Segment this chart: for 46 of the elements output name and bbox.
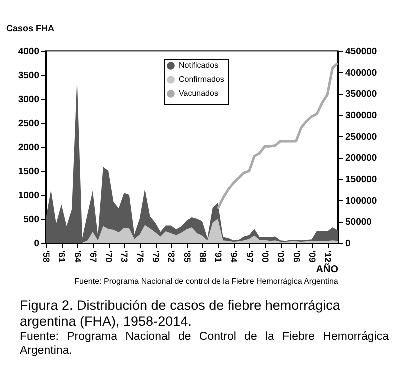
y2-tick-label: 100000 [346,196,378,207]
y-tick-label: 500 [24,214,40,226]
y-tick-label: 3500 [18,70,40,82]
x-tick-label: '70 [104,250,114,263]
y-axis-title: Casos FHA [6,24,56,34]
x-tick-label: '79 [151,250,161,263]
y-tick-label: 2000 [18,142,40,154]
legend-label: Confirmados [179,75,224,84]
y2-tick-label: 50000 [346,217,372,228]
legend-label: Vacunados [179,89,218,98]
y2-tick-label: 400000 [346,68,378,79]
y2-tick-label: 200000 [346,153,378,164]
y2-tick-label: 250000 [346,132,378,143]
source-note: Fuente: Programa Nacional de Control de la Fiebre Hemorrágica Argentina. [20,331,389,359]
x-tick-label: '61 [57,250,68,263]
x-tick-label: '76 [135,250,146,263]
x-tick-label: '58 [42,250,52,263]
y-tick-label: 0 [34,238,40,250]
y-tick-label: 1500 [18,166,40,178]
x-axis-title: AÑO [316,264,339,276]
y2-tick-label: 150000 [346,174,378,186]
x-tick-label: '88 [198,250,208,263]
x-tick-label: '09 [307,250,318,263]
x-tick-label: '06 [292,250,302,263]
y-tick-label: 4000 [18,46,40,58]
y-tick-label: 1000 [18,190,40,202]
x-tick-label: '73 [120,250,130,263]
source-note: Fuente: Programa Nacional de control de la Fiebre Hemorrágica Argentina [74,277,340,286]
y2-tick-label: 0 [346,238,351,250]
x-tick-label: '03 [276,250,286,263]
y-tick-label: 2500 [18,118,40,130]
x-tick-label: '12 [323,250,334,263]
y2-tick-label: 300000 [346,110,378,122]
x-tick-label: '94 [229,250,240,263]
y2-tick-label: 350000 [346,89,378,100]
x-tick-label: '85 [182,250,192,263]
x-tick-label: '64 [72,250,83,263]
x-tick-label: '67 [88,250,98,263]
legend-label: Notificados [179,61,219,70]
x-tick-label: '00 [260,250,270,263]
x-tick-label: '91 [214,250,224,263]
x-tick-label: '82 [166,250,177,263]
y2-tick-label: 450000 [346,46,378,58]
x-tick-label: '97 [244,250,255,263]
y-tick-label: 3000 [18,94,40,106]
text: Figura 2. Distribución de casos de fiebre hemorrágica argentina (FHA), 1958-2014. [20,298,342,330]
